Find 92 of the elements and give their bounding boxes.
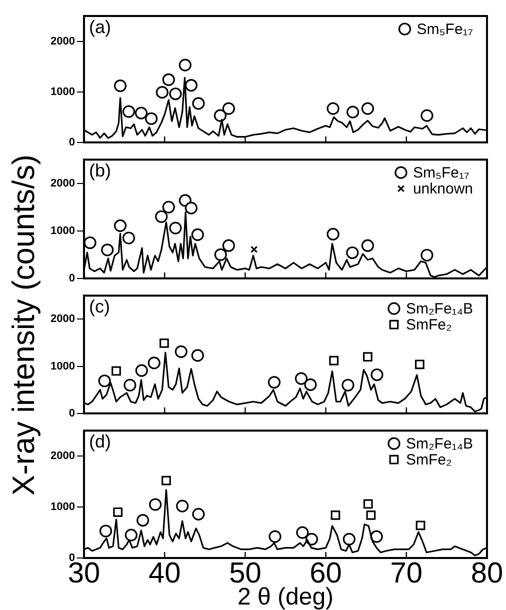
y-tick-label: 0	[68, 136, 75, 148]
point	[330, 510, 340, 520]
point	[113, 507, 123, 517]
point	[214, 248, 227, 261]
y-tick-label: 2000	[50, 35, 75, 48]
point	[192, 97, 205, 110]
point	[342, 532, 356, 546]
legend-label: unknown	[412, 180, 474, 198]
point	[346, 246, 359, 260]
point	[148, 356, 160, 370]
chart-title: (b)	[89, 160, 111, 181]
point	[361, 102, 374, 115]
point	[174, 345, 188, 358]
chart-title: (c)	[89, 296, 110, 317]
point	[160, 338, 169, 348]
point	[415, 360, 424, 370]
point	[134, 106, 148, 120]
point	[214, 109, 227, 122]
y-tick-label: 0	[68, 407, 75, 420]
legend-label: Sm₂Fe₁₄B	[406, 436, 474, 453]
point	[304, 378, 317, 391]
point	[101, 244, 114, 256]
point	[416, 520, 426, 530]
point	[149, 498, 162, 511]
point	[294, 372, 308, 385]
point	[162, 73, 175, 86]
point	[112, 366, 121, 376]
point	[114, 79, 127, 92]
point	[296, 526, 309, 539]
legend-label: Sm₅Fe₁₇	[416, 21, 473, 38]
point	[156, 86, 168, 99]
point	[370, 368, 384, 382]
point	[192, 508, 205, 520]
point	[184, 78, 198, 92]
y-tick-label: 1000	[50, 360, 75, 372]
point	[124, 378, 136, 392]
y-axis-title: X-ray intensity (counts/s)	[5, 153, 42, 498]
point	[169, 88, 182, 100]
point	[98, 374, 111, 388]
y-tick-label: 1000	[50, 224, 75, 237]
point	[176, 500, 189, 512]
point	[250, 246, 258, 254]
point	[268, 530, 282, 543]
y-tick-label: 2000	[50, 313, 75, 326]
point	[122, 232, 136, 244]
x-tick-label: 70	[390, 558, 423, 590]
point	[361, 239, 374, 252]
point	[191, 349, 204, 362]
point	[184, 202, 198, 214]
legend-label: SmFe₂	[406, 452, 452, 469]
point	[162, 476, 171, 486]
point	[305, 532, 318, 546]
x-tick-label: 80	[470, 558, 504, 590]
point	[363, 352, 372, 362]
point	[420, 109, 434, 122]
legend-label: Sm₅Fe₁₇	[412, 164, 470, 182]
point	[329, 356, 339, 366]
point	[370, 530, 383, 543]
point	[99, 524, 112, 538]
point	[268, 376, 281, 389]
point	[169, 222, 182, 234]
point	[135, 364, 148, 377]
point	[122, 105, 136, 118]
point	[366, 510, 376, 520]
point	[162, 200, 175, 214]
point	[326, 102, 340, 115]
point	[346, 106, 360, 118]
point	[342, 378, 354, 392]
y-tick-label: 1000	[50, 86, 75, 98]
point	[191, 228, 204, 241]
y-tick-label: 2000	[50, 177, 75, 190]
legend-label: SmFe₂	[406, 316, 452, 334]
y-tick-label: 1000	[50, 501, 75, 514]
chart-title: (a)	[89, 16, 111, 37]
x-tick-label: 40	[148, 558, 181, 590]
point	[222, 102, 235, 115]
x-axis-title: 2 θ (deg)	[237, 584, 334, 610]
y-tick-label: 2000	[50, 450, 75, 462]
point	[326, 228, 340, 241]
point	[136, 514, 150, 527]
point	[155, 210, 168, 223]
point	[178, 58, 192, 72]
point	[114, 219, 127, 232]
point	[84, 236, 96, 250]
point	[420, 248, 434, 262]
legend-label: Sm₂Fe₁₄B	[406, 300, 474, 318]
point	[222, 239, 235, 252]
point	[124, 528, 138, 542]
point	[363, 499, 373, 509]
y-tick-label: 0	[68, 272, 75, 284]
chart-title: (d)	[89, 432, 111, 452]
point	[145, 112, 158, 125]
